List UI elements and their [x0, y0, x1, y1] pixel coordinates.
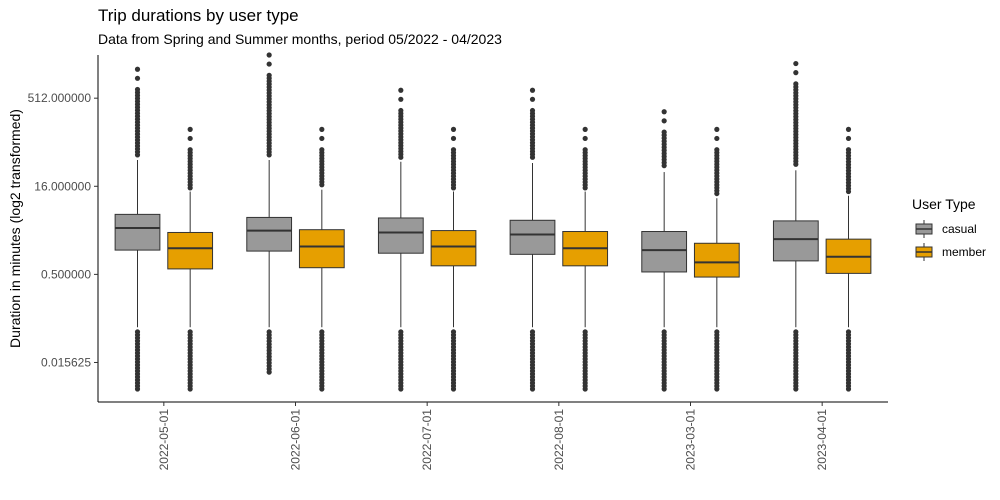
outlier-point: [529, 107, 536, 114]
box-rect: [509, 219, 556, 255]
outlier-point: [661, 329, 667, 335]
box-casual-2022-05-01: [114, 66, 161, 392]
outlier-point: [582, 329, 588, 335]
outlier-point: [450, 329, 457, 335]
outlier-point: [661, 129, 667, 135]
box-member-2022-06-01: [298, 126, 345, 392]
plot-area: [114, 52, 872, 392]
outlier-point: [529, 87, 536, 93]
outlier-point: [793, 329, 799, 335]
outlier-point: [661, 118, 667, 124]
box-casual-2022-06-01: [246, 52, 293, 375]
outlier-point: [793, 60, 799, 67]
box-member-2023-03-01: [693, 126, 740, 392]
outlier-point: [450, 135, 457, 142]
box-rect: [298, 229, 345, 269]
box-rect: [430, 230, 477, 267]
outlier-point: [398, 329, 404, 335]
box-casual-2023-04-01: [772, 60, 819, 392]
outlier-point: [134, 86, 141, 93]
outlier-point: [845, 126, 852, 132]
outlier-point: [529, 96, 536, 102]
outlier-point: [714, 329, 720, 335]
outlier-point: [714, 147, 720, 153]
outlier-point: [187, 135, 193, 142]
y-tick-label: 512.000000: [28, 91, 92, 105]
outlier-point: [714, 135, 720, 142]
outlier-point: [134, 66, 141, 72]
outlier-point: [450, 147, 457, 153]
x-tick-label: 2023-03-01: [684, 409, 698, 471]
outlier-point: [793, 70, 799, 76]
box-rect: [377, 217, 424, 254]
box-rect: [693, 242, 740, 278]
x-tick-label: 2022-08-01: [552, 409, 566, 471]
outlier-point: [398, 87, 404, 93]
box-rect: [641, 231, 688, 273]
y-tick-label: 16.000000: [34, 179, 91, 193]
legend-key-member: [915, 243, 933, 261]
outlier-point: [714, 126, 720, 132]
outlier-point: [661, 109, 667, 115]
box-casual-2022-08-01: [509, 87, 556, 392]
x-tick-label: 2022-05-01: [157, 409, 171, 471]
outlier-point: [266, 61, 272, 67]
outlier-point: [845, 135, 852, 142]
box-member-2022-07-01: [430, 126, 477, 392]
outlier-point: [845, 329, 852, 335]
outlier-point: [319, 135, 325, 142]
outlier-point: [187, 126, 193, 132]
box-casual-2022-07-01: [377, 87, 424, 392]
x-tick-label: 2022-07-01: [420, 409, 434, 471]
x-tick-label: 2023-04-01: [815, 409, 829, 471]
chart-subtitle: Data from Spring and Summer months, peri…: [98, 31, 502, 47]
x-tick-label: 2022-06-01: [289, 409, 303, 471]
box-rect: [246, 216, 293, 252]
outlier-point: [134, 75, 141, 81]
outlier-point: [319, 147, 325, 153]
outlier-point: [450, 126, 457, 132]
outlier-point: [134, 329, 141, 335]
box-rect: [167, 231, 214, 270]
box-rect: [114, 213, 161, 251]
legend-label-casual: casual: [942, 222, 977, 236]
outlier-point: [266, 329, 272, 335]
box-member-2022-05-01: [167, 126, 214, 392]
box-member-2023-04-01: [825, 126, 872, 392]
box-rect: [772, 220, 819, 262]
outlier-point: [187, 147, 193, 153]
outlier-point: [529, 329, 536, 335]
y-axis: 0.015625 0.500000 16.000000 512.000000: [28, 55, 99, 402]
outlier-point: [793, 81, 799, 87]
chart-title: Trip durations by user type: [98, 6, 299, 25]
outlier-point: [582, 135, 588, 142]
box-casual-2023-03-01: [641, 109, 688, 392]
outlier-point: [266, 72, 272, 78]
outlier-point: [319, 329, 325, 335]
outlier-point: [319, 126, 325, 132]
box-member-2022-08-01: [562, 126, 609, 392]
legend: User Type casual member: [912, 196, 986, 261]
legend-key-casual: [915, 220, 933, 238]
y-axis-title: Duration in minutes (log2 transformed): [7, 109, 23, 348]
y-tick-label: 0.500000: [41, 267, 91, 281]
y-tick-label: 0.015625: [41, 355, 91, 369]
outlier-point: [582, 126, 588, 132]
legend-title: User Type: [912, 196, 976, 212]
outlier-point: [187, 329, 193, 335]
outlier-point: [845, 147, 852, 153]
outlier-point: [398, 107, 404, 114]
outlier-point: [582, 147, 588, 153]
x-axis: 2022-05-01 2022-06-01 2022-07-01 2022-08-01…: [98, 401, 888, 471]
legend-label-member: member: [942, 245, 986, 259]
outlier-point: [266, 52, 272, 58]
outlier-point: [398, 96, 404, 102]
